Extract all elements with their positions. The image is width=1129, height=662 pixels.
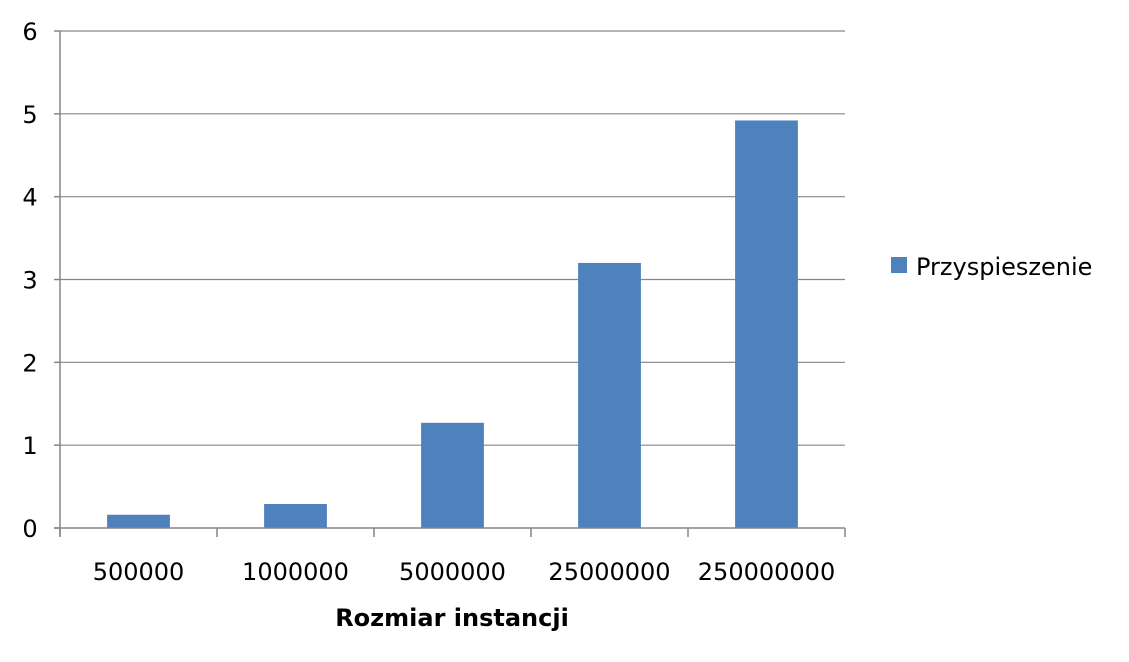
legend-swatch bbox=[891, 257, 907, 273]
axes bbox=[54, 30, 845, 536]
x-tick-label: 250000000 bbox=[698, 558, 835, 586]
legend-label: Przyspieszenie bbox=[916, 253, 1092, 281]
x-axis-title: Rozmiar instancji bbox=[335, 604, 569, 632]
bar bbox=[421, 422, 484, 528]
y-tick-label: 5 bbox=[22, 101, 37, 129]
y-tick-label: 0 bbox=[22, 515, 37, 543]
y-tick-label: 6 bbox=[22, 18, 37, 46]
gridlines bbox=[60, 30, 845, 446]
y-tick-label: 1 bbox=[22, 432, 37, 460]
bars bbox=[107, 120, 798, 529]
x-tick-labels: 500000 1000000 5000000 25000000 250000000 bbox=[93, 558, 836, 586]
x-ticks bbox=[59, 528, 846, 537]
bar bbox=[578, 262, 641, 528]
x-tick-label: 25000000 bbox=[548, 558, 670, 586]
y-tick-label: 2 bbox=[22, 349, 37, 377]
y-tick-label: 3 bbox=[22, 267, 37, 295]
y-tick-labels: 0 1 2 3 4 5 6 bbox=[22, 18, 37, 543]
y-tick-label: 4 bbox=[22, 184, 37, 212]
x-tick-label: 1000000 bbox=[242, 558, 349, 586]
bar bbox=[735, 120, 798, 529]
bar bbox=[107, 514, 170, 528]
x-tick-label: 5000000 bbox=[399, 558, 506, 586]
bar bbox=[264, 503, 327, 528]
legend: Przyspieszenie bbox=[891, 253, 1092, 281]
x-tick-label: 500000 bbox=[93, 558, 185, 586]
